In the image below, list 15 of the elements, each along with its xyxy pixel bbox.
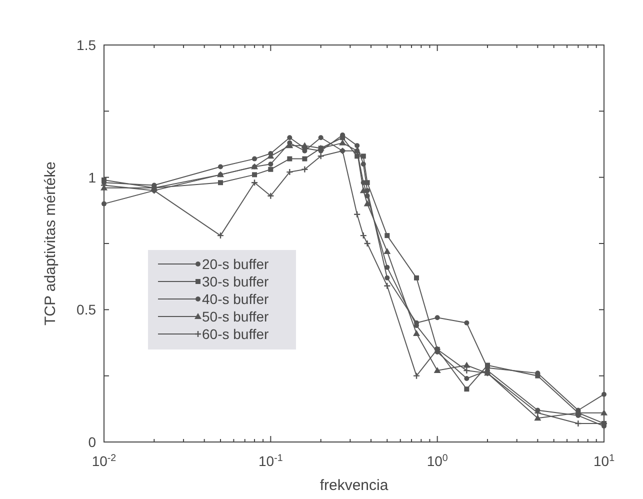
x-tick-label: 10$^{-2}$: [92, 452, 116, 469]
x-tick-label: 10$^{1}$: [593, 452, 615, 469]
y-tick-label: 0.5: [76, 302, 96, 318]
legend-label: 30-s buffer: [202, 274, 270, 290]
y-axis-title: TCP adaptivitas mértéke: [42, 162, 59, 326]
legend-label: 60-s buffer: [202, 326, 270, 342]
y-tick-label: 1: [88, 169, 96, 186]
x-tick-label: 10$^{0}$: [426, 452, 448, 469]
legend-label: 50-s buffer: [202, 308, 270, 324]
legend-label: 40-s buffer: [202, 291, 270, 307]
legend-label: 20-s buffer: [202, 256, 270, 272]
y-tick-label: 1.5: [76, 37, 96, 53]
x-axis-title: frekvencia: [320, 477, 389, 494]
y-tick-label: 0: [88, 434, 96, 450]
x-tick-label: 10$^{-1}$: [258, 452, 283, 469]
